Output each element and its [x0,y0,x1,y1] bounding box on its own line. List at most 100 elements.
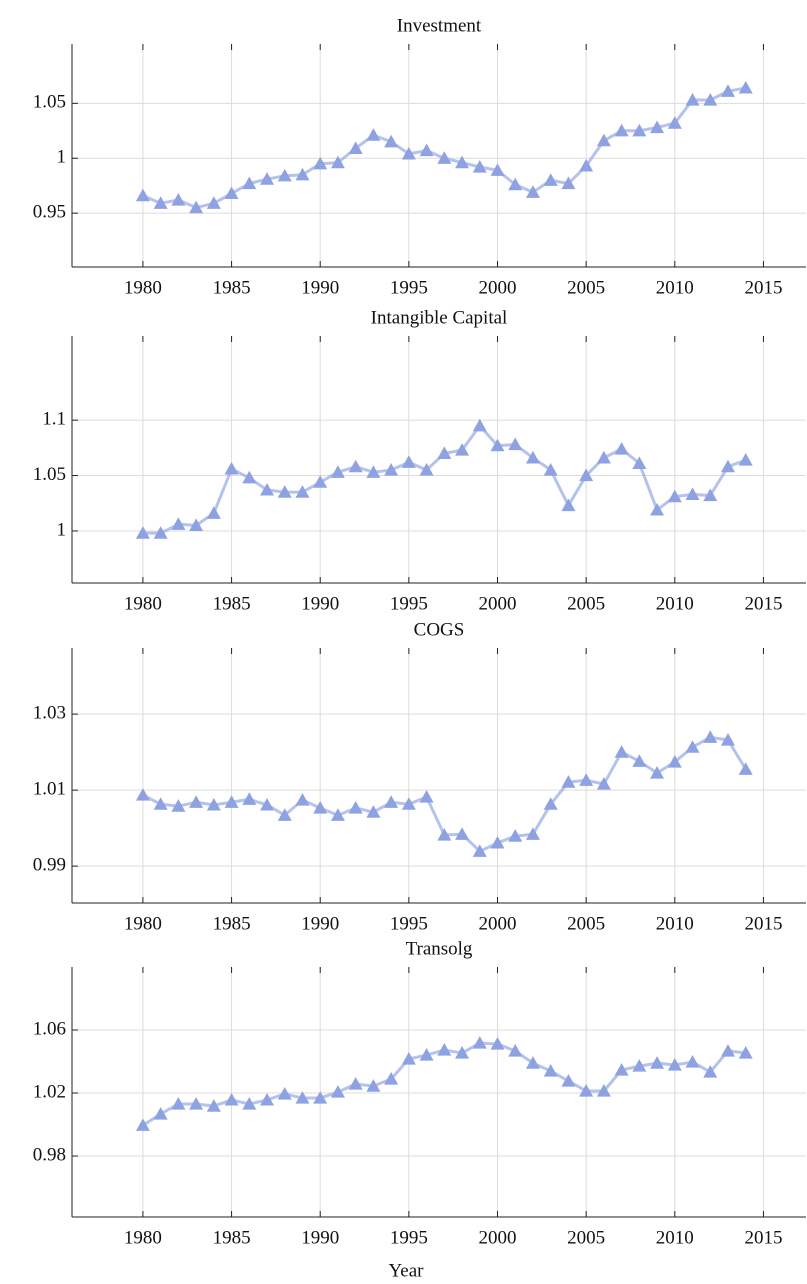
data-marker [242,792,257,805]
data-marker [348,459,363,473]
x-tick-label: 1990 [301,913,339,934]
x-tick-label: 2005 [567,593,605,614]
data-marker [455,1046,470,1059]
data-marker [277,808,292,821]
data-marker [206,506,221,519]
data-marker [561,498,576,512]
x-tick-label: 1985 [213,913,251,934]
data-marker [703,1065,718,1078]
data-marker [189,518,204,532]
y-tick-label: 0.98 [33,1144,66,1165]
x-tick-label: 2005 [567,1227,605,1248]
data-marker [171,192,186,206]
x-tick-label: 1980 [124,593,162,614]
data-marker [153,526,168,539]
data-marker [543,797,558,810]
data-marker [153,797,168,810]
data-marker [135,788,150,801]
data-marker [348,1077,363,1090]
data-marker [260,1092,275,1106]
data-marker [224,186,239,199]
data-marker [295,167,310,181]
x-tick-label: 2010 [656,593,694,614]
data-marker [295,1091,310,1104]
data-marker [490,163,505,176]
data-marker [508,829,523,842]
data-marker [277,168,292,182]
data-marker [419,143,434,157]
data-marker [384,463,399,476]
data-marker [419,463,434,476]
data-marker [366,128,381,141]
data-marker [295,485,310,498]
data-marker [330,808,345,821]
data-marker [366,1079,381,1092]
data-marker [437,1043,452,1056]
data-marker [472,844,487,857]
data-marker [490,1037,505,1050]
x-tick-label: 1995 [390,913,428,934]
data-marker [720,459,735,473]
panel-title: Investment [397,15,482,36]
data-marker [720,84,735,97]
x-tick-label: 2010 [656,277,694,298]
y-tick-label: 1.01 [33,778,66,799]
data-marker [401,1051,416,1065]
data-marker [330,155,345,169]
panel-title: Transolg [406,938,473,959]
data-marker [738,1046,753,1059]
data-marker [685,1054,700,1068]
data-marker [596,777,611,790]
data-marker [685,740,700,753]
data-marker [525,827,540,840]
data-marker [189,795,204,808]
y-tick-label: 1.05 [33,464,66,485]
x-tick-label: 2005 [567,277,605,298]
data-marker [153,1106,168,1120]
data-marker [419,1048,434,1061]
data-marker [596,133,611,147]
data-marker [366,465,381,478]
data-marker [508,177,523,191]
data-marker [685,487,700,500]
x-tick-label: 2010 [656,913,694,934]
data-marker [632,123,647,137]
y-tick-label: 1 [57,519,67,540]
data-marker [543,1063,558,1077]
data-marker [189,200,204,214]
x-tick-label: 2015 [744,593,782,614]
data-marker [667,755,682,768]
data-marker [260,797,275,811]
data-marker [525,185,540,198]
data-marker [543,173,558,186]
x-tick-label: 2005 [567,913,605,934]
data-marker [650,120,665,134]
data-marker [632,1059,647,1072]
data-marker [313,475,328,488]
data-marker [189,1097,204,1110]
x-tick-label: 1980 [124,1227,162,1248]
x-tick-label: 2000 [479,913,517,934]
data-marker [667,1057,682,1071]
data-marker [614,1063,629,1076]
data-marker [650,502,665,516]
x-tick-label: 2015 [744,913,782,934]
x-tick-label: 1995 [390,593,428,614]
data-marker [313,156,328,170]
data-marker [401,797,416,810]
data-marker [579,773,594,786]
data-marker [667,116,682,129]
x-tick-label: 1985 [213,1227,251,1248]
data-marker [632,754,647,767]
data-marker [685,93,700,106]
data-marker [614,441,629,455]
data-marker [260,482,275,496]
data-marker [260,172,275,185]
data-marker [348,800,363,814]
data-marker [667,489,682,503]
data-marker [135,188,150,202]
data-marker [738,762,753,775]
x-tick-label: 1985 [213,593,251,614]
data-marker [242,1097,257,1110]
data-marker [525,1056,540,1069]
